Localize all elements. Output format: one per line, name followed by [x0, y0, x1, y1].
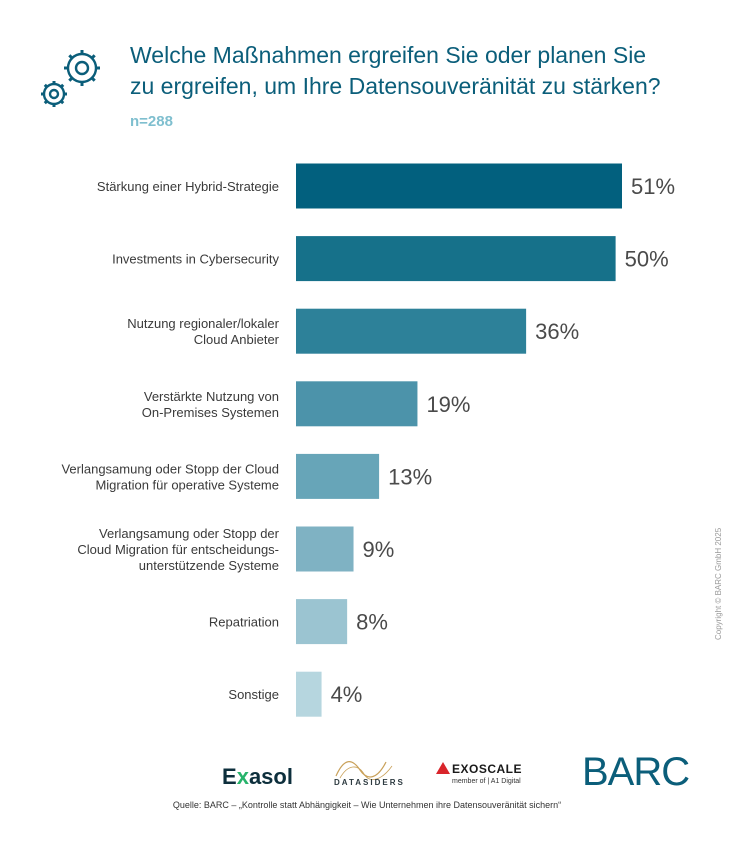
category-label-line: Verlangsamung oder Stopp der Cloud — [61, 461, 279, 476]
category-label-line: unterstützende Systeme — [139, 558, 279, 573]
bar — [296, 381, 418, 427]
category-label-line: Repatriation — [209, 615, 279, 630]
category-label: Stärkung einer Hybrid-Strategie — [97, 179, 279, 194]
category-label-line: On-Premises Systemen — [142, 405, 279, 420]
exoscale-logo-text: EXOSCALE — [452, 762, 523, 776]
bar — [296, 236, 616, 282]
gears-icon — [41, 50, 100, 107]
chart-title-line-2: zu ergreifen, um Ihre Datensouveränität … — [130, 73, 661, 99]
bar-value-label: 36% — [535, 319, 579, 344]
bar — [296, 308, 527, 354]
category-label-line: Investments in Cybersecurity — [112, 252, 279, 267]
datasiders-logo: DATASIDERS — [330, 756, 410, 792]
bar-chart: 51% Stärkung einer Hybrid-Strategie 50% Inv… — [61, 163, 675, 717]
category-label-line: Stärkung einer Hybrid-Strategie — [97, 179, 279, 194]
bar — [296, 453, 380, 499]
category-label: Sonstige — [228, 687, 279, 702]
category-label-line: Migration für operative Systeme — [95, 477, 279, 492]
category-label-line: Verlangsamung oder Stopp der — [99, 526, 280, 541]
category-label: Nutzung regionaler/lokaler Cloud Anbieter — [127, 316, 279, 347]
logo-row: Exasol DATASIDERS EXOSCALE member of | A… — [0, 748, 734, 798]
exasol-logo-suffix: asol — [248, 764, 293, 789]
copyright-note: Copyright © BARC GmbH 2025 — [714, 527, 723, 640]
exasol-logo-x: x — [236, 764, 249, 789]
bar-value-label: 19% — [426, 392, 470, 417]
bar — [296, 599, 348, 645]
category-label-line: Cloud Migration für entscheidungs- — [77, 542, 279, 557]
category-label: Verlangsamung oder Stopp der Cloud Migrat… — [61, 461, 279, 492]
bar — [296, 526, 354, 572]
exasol-logo: Exasol — [222, 764, 293, 790]
category-label-line: Verstärkte Nutzung von — [144, 389, 279, 404]
bar-value-label: 8% — [356, 610, 388, 635]
chart-title: Welche Maßnahmen ergreifen Sie oder plan… — [130, 40, 720, 102]
bar-value-label: 4% — [331, 682, 363, 707]
bar-value-label: 13% — [388, 464, 432, 489]
bar-value-label: 51% — [631, 174, 675, 199]
exoscale-logo-subtext: member of | A1 Digital — [452, 778, 521, 785]
sample-size: n=288 — [130, 113, 173, 130]
exoscale-logo: EXOSCALE member of | A1 Digital — [436, 762, 536, 796]
barc-logo: BARC — [582, 750, 690, 794]
chart-title-line-1: Welche Maßnahmen ergreifen Sie oder plan… — [130, 42, 647, 68]
source-note: Quelle: BARC – „Kontrolle statt Abhängig… — [172, 800, 562, 810]
bar-value-label: 50% — [625, 247, 669, 272]
category-label-line: Nutzung regionaler/lokaler — [127, 316, 279, 331]
category-label: Investments in Cybersecurity — [112, 252, 279, 267]
bar — [296, 671, 322, 717]
category-label-line: Sonstige — [228, 687, 279, 702]
exoscale-triangle-icon — [436, 762, 450, 774]
bar — [296, 163, 622, 209]
category-label-line: Cloud Anbieter — [194, 332, 280, 347]
datasiders-logo-mark — [335, 761, 393, 780]
bar-value-label: 9% — [363, 537, 395, 562]
category-label: Repatriation — [209, 615, 279, 630]
datasiders-logo-text: DATASIDERS — [334, 778, 405, 787]
category-label: Verstärkte Nutzung von On-Premises System… — [142, 389, 279, 420]
exasol-logo-prefix: E — [222, 764, 237, 789]
category-label: Verlangsamung oder Stopp der Cloud Migrat… — [77, 526, 279, 573]
